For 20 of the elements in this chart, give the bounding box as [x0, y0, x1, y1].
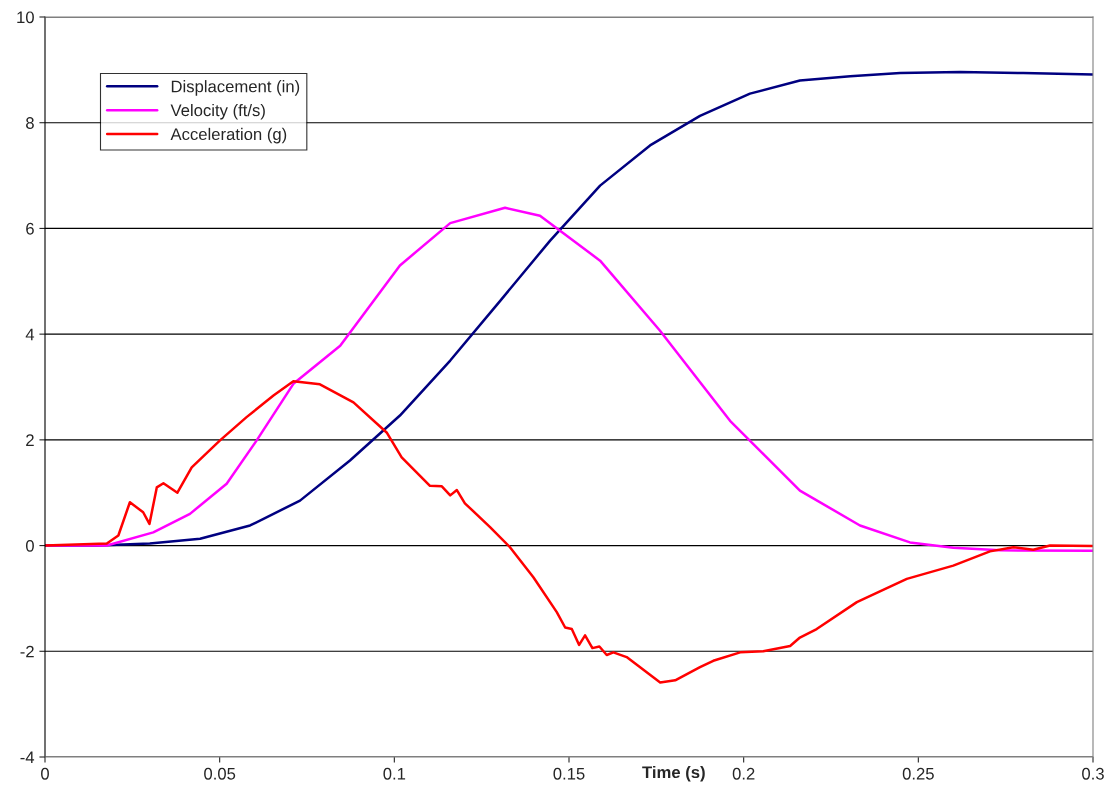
legend-label: Acceleration (g) [170, 127, 287, 144]
x-axis-title: Time (s) [642, 765, 705, 782]
y-tick-label: 6 [26, 222, 34, 235]
x-tick-label: 0.1 [383, 767, 406, 780]
legend-label: Displacement (in) [171, 80, 300, 96]
x-tick-label: 0.05 [204, 767, 236, 780]
x-tick-label: 0.15 [553, 767, 585, 780]
y-tick-label: 0 [25, 539, 34, 552]
x-tick-label: 0.25 [902, 767, 934, 780]
y-tick-label: 4 [25, 328, 35, 341]
line-series [45, 379, 1093, 684]
y-tick-label: -2 [20, 645, 34, 658]
y-tick-label: 8 [26, 117, 34, 129]
y-tick-label: 10 [17, 11, 34, 24]
y-tick-label: 2 [26, 434, 34, 446]
x-tick-label: 0 [41, 767, 49, 780]
y-tick-label: -4 [20, 751, 35, 764]
x-tick-label: 0.2 [732, 767, 755, 780]
x-tick-label: 0.3 [1082, 767, 1104, 780]
legend-label: Velocity (ft/s) [170, 103, 265, 120]
